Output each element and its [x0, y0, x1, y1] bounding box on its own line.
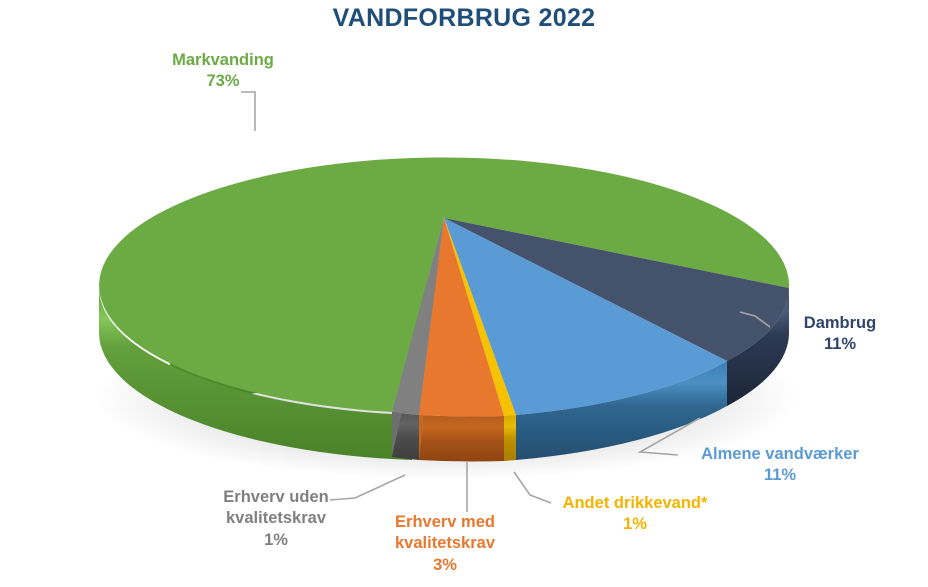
- data-label-dambrug-percent: 11%: [823, 335, 857, 354]
- data-label-andet-name: Andet drikkevand*: [562, 494, 708, 512]
- data-label-erhverv-med-name2: kvalitetskrav: [395, 534, 495, 553]
- leader-line-erhverv-uden: [329, 474, 406, 501]
- slice-top-erhverv-uden: [392, 218, 444, 415]
- data-label-dambrug-name: Dambrug: [803, 314, 877, 332]
- slice-top-markvanding: [99, 157, 790, 412]
- leader-line-andet: [513, 471, 552, 504]
- data-label-almene-vandvaerker: Almene vandværker 11%: [680, 444, 880, 487]
- slice-top-almene: [444, 218, 727, 415]
- data-label-erhverv-med-name: Erhverv med: [395, 513, 495, 531]
- data-label-markvanding-percent: 73%: [206, 72, 240, 91]
- data-label-andet-percent: 1%: [623, 515, 647, 534]
- data-label-erhverv-med-percent: 3%: [433, 555, 457, 574]
- data-label-erhverv-uden-name: Erhverv uden: [223, 488, 329, 506]
- leader-line-dambrug: [739, 311, 771, 328]
- data-label-andet-drikkevand: Andet drikkevand* 1%: [540, 493, 730, 536]
- slice-top-andet: [444, 218, 516, 416]
- slice-side-almene: [516, 361, 727, 460]
- data-label-almene-percent: 11%: [763, 466, 797, 485]
- slice-side-dambrug: [727, 288, 789, 406]
- data-label-erhverv-med-kvalitetskrav: Erhverv med kvalitetskrav 3%: [370, 512, 520, 576]
- data-label-erhverv-uden-percent: 1%: [264, 530, 288, 549]
- slice-side-erhverv-med: [419, 415, 504, 462]
- slice-side-markvanding-arc: [99, 288, 412, 460]
- page-title: VANDFORBRUG 2022: [332, 4, 596, 32]
- leader-line-almene: [637, 417, 701, 456]
- data-label-dambrug: Dambrug 11%: [775, 313, 905, 356]
- data-label-almene-name: Almene vandværker: [701, 445, 859, 463]
- data-label-markvanding: Markvanding 73%: [138, 50, 308, 93]
- data-label-markvanding-name: Markvanding: [172, 51, 274, 69]
- slice-side-andet: [504, 415, 516, 461]
- slice-top-erhverv-med: [419, 218, 504, 417]
- data-label-erhverv-uden-name2: kvalitetskrav: [226, 509, 326, 528]
- data-label-erhverv-uden-kvalitetskrav: Erhverv uden kvalitetskrav 1%: [196, 487, 356, 551]
- slice-top-dambrug: [444, 218, 789, 361]
- leader-line-markvanding: [241, 91, 256, 131]
